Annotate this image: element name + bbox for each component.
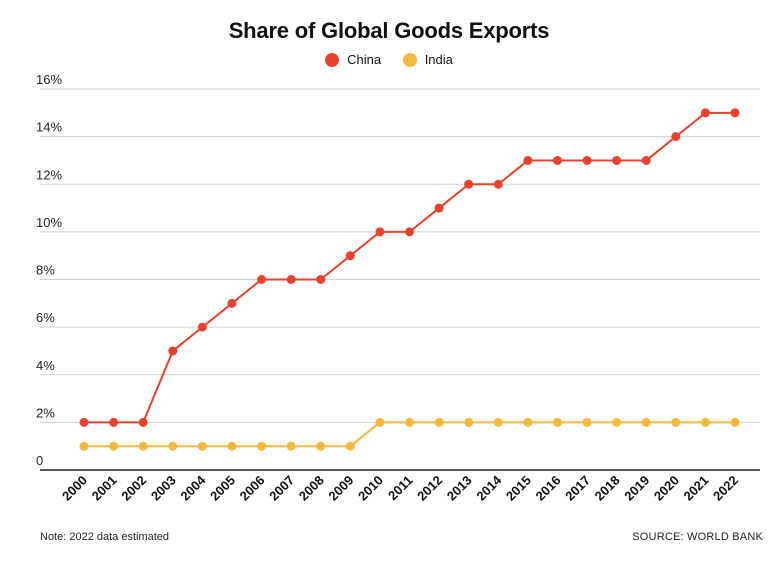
x-tick-label: 2013 (444, 473, 475, 504)
data-point-china (730, 108, 740, 118)
data-point-china (582, 155, 592, 165)
x-tick-label: 2017 (562, 473, 593, 504)
x-tick-label: 2012 (414, 473, 445, 504)
x-tick-label: 2005 (207, 473, 238, 504)
data-point-india (700, 417, 710, 427)
data-point-china (138, 417, 148, 427)
data-point-india (405, 417, 414, 427)
x-tick-label: 2021 (680, 473, 711, 504)
y-tick-label: 4% (36, 358, 55, 373)
x-tick-label: 2002 (118, 473, 149, 504)
x-tick-label: 2003 (148, 473, 179, 504)
y-tick-label: 8% (36, 263, 55, 278)
x-tick-label: 2015 (503, 473, 534, 504)
x-tick-label: 2020 (651, 473, 682, 504)
x-tick-label: 2001 (89, 473, 120, 504)
source-credit: SOURCE: WORLD BANK (632, 531, 763, 543)
data-point-india (138, 441, 148, 451)
data-point-china (286, 275, 296, 284)
data-point-india (227, 441, 237, 451)
data-point-india (197, 441, 207, 451)
data-point-china (700, 108, 710, 118)
data-point-india (375, 417, 385, 427)
data-point-india (552, 417, 562, 427)
data-point-china (316, 275, 326, 284)
legend-label-india: India (424, 52, 453, 67)
x-tick-label: 2009 (325, 473, 356, 504)
x-tick-label: 2007 (266, 473, 297, 504)
data-point-china (197, 322, 207, 332)
data-point-india (168, 441, 178, 451)
data-point-india (434, 417, 444, 427)
x-tick-label: 2022 (710, 473, 741, 504)
data-point-china (523, 155, 533, 165)
data-point-china (109, 417, 119, 427)
data-point-china (405, 227, 414, 237)
data-point-china (345, 251, 355, 261)
legend: China India (0, 52, 778, 70)
x-tick-label: 2019 (621, 473, 652, 504)
data-point-china (552, 155, 562, 165)
data-point-india (464, 417, 474, 427)
data-point-india (493, 417, 503, 427)
data-point-china (227, 298, 237, 308)
x-tick-label: 2006 (237, 473, 268, 504)
data-point-china (257, 275, 267, 284)
legend-label-china: China (347, 52, 382, 67)
x-tick-label: 2000 (59, 473, 90, 504)
series-line-china (84, 111, 735, 424)
legend-swatch-india (402, 52, 417, 67)
data-point-india (345, 441, 355, 451)
data-point-india (109, 441, 119, 451)
x-tick-label: 2011 (385, 473, 416, 504)
y-tick-label: 6% (36, 310, 55, 325)
y-tick-label: 0 (36, 453, 43, 468)
data-point-india (316, 441, 326, 451)
data-point-china (434, 203, 444, 213)
data-point-india (79, 441, 89, 451)
data-point-china (641, 155, 651, 165)
data-point-china (464, 179, 474, 189)
data-point-india (257, 441, 267, 451)
data-point-india (671, 417, 681, 427)
chart-title: Share of Global Goods Exports (228, 18, 550, 43)
legend-swatch-china (325, 52, 340, 67)
data-point-india (730, 417, 740, 427)
data-point-india (582, 417, 592, 427)
y-tick-label: 12% (36, 167, 62, 182)
data-point-china (168, 346, 178, 356)
legend-item-india: India (402, 52, 453, 67)
x-tick-label: 2008 (296, 473, 327, 504)
data-point-india (612, 417, 622, 427)
data-point-india (286, 441, 296, 451)
x-tick-label: 2004 (177, 472, 209, 504)
y-tick-label: 14% (36, 120, 62, 135)
footnote: Note: 2022 data estimated (40, 531, 170, 543)
y-tick-label: 16% (36, 72, 62, 87)
data-point-china (79, 417, 89, 427)
data-point-india (523, 417, 533, 427)
x-tick-label: 2018 (592, 473, 623, 504)
data-point-india (641, 417, 651, 427)
y-tick-label: 10% (36, 215, 62, 230)
x-tick-label: 2016 (533, 473, 564, 504)
y-tick-label: 2% (36, 405, 55, 420)
x-tick-label: 2014 (473, 472, 505, 504)
data-point-china (671, 132, 681, 142)
data-point-china (375, 227, 385, 237)
legend-item-china: China (325, 52, 381, 67)
data-point-china (493, 179, 503, 189)
x-tick-label: 2010 (355, 473, 386, 504)
data-point-china (612, 155, 622, 165)
